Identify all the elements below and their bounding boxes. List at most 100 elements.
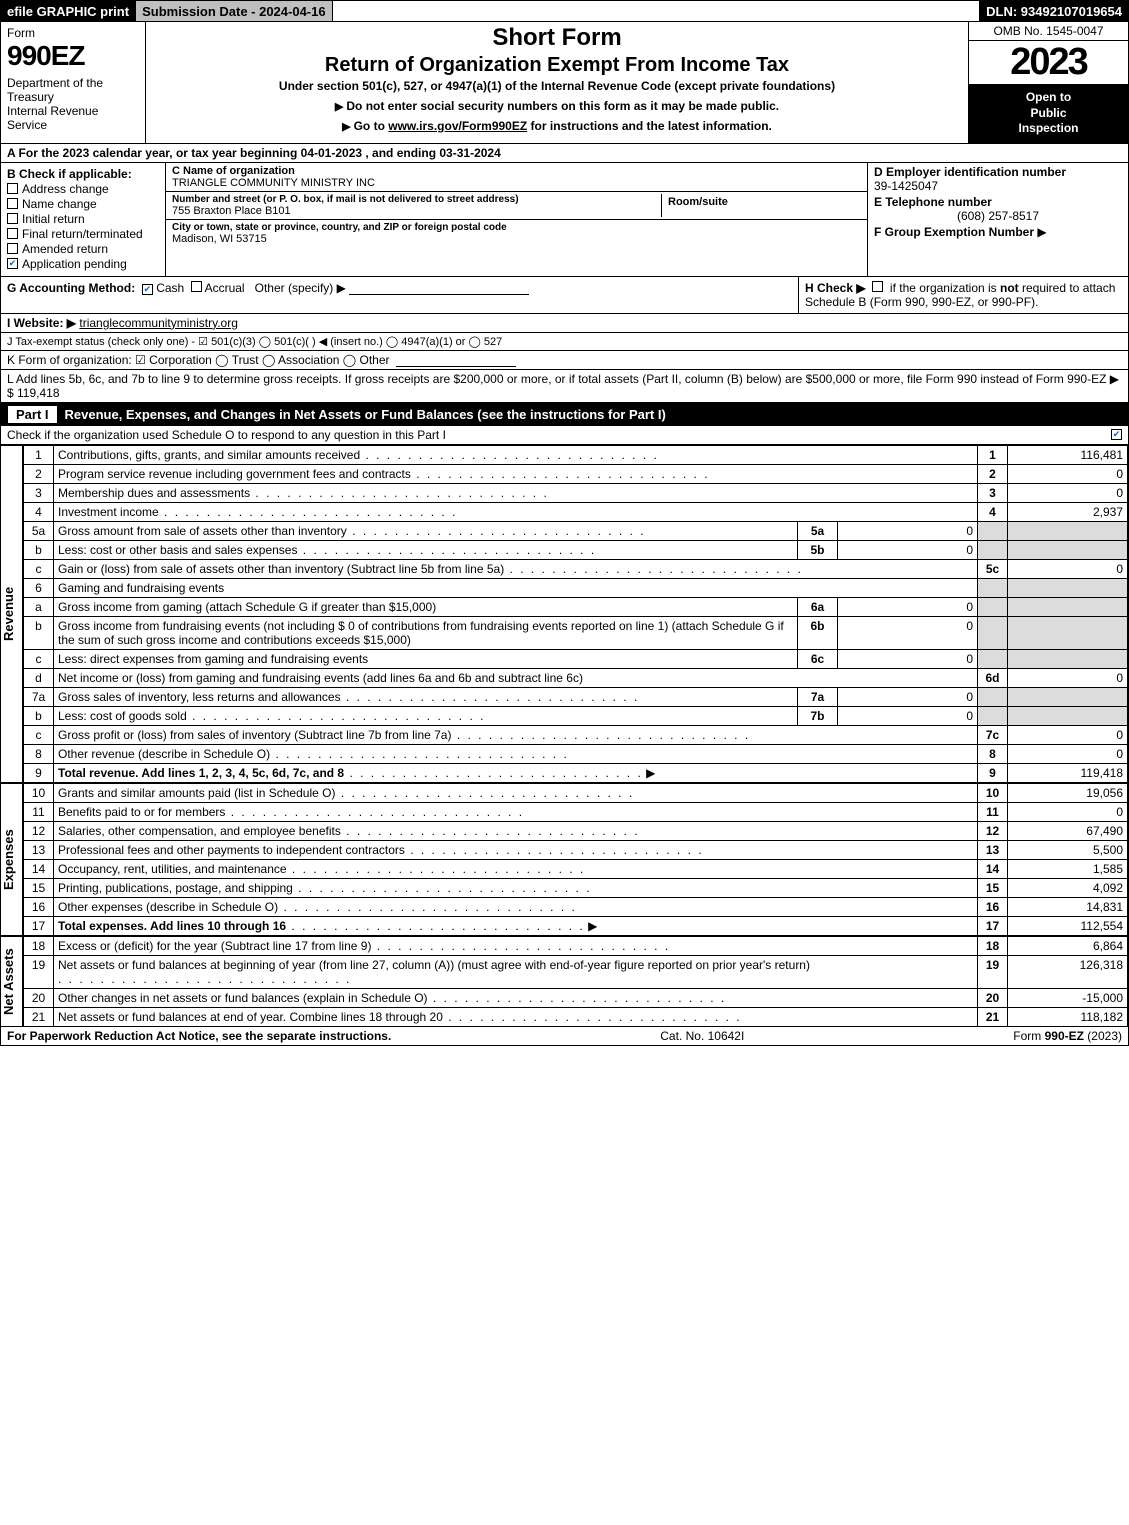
shade-cell	[1008, 578, 1128, 597]
h-label: H Check ▶	[805, 281, 866, 295]
rv: 116,481	[1008, 445, 1128, 464]
line-num: 19	[24, 955, 54, 988]
line-desc: Net income or (loss) from gaming and fun…	[58, 671, 583, 685]
line-num: b	[24, 706, 54, 725]
note1-text: Do not enter social security numbers on …	[346, 99, 779, 113]
header-left: Form 990EZ Department of the Treasury In…	[1, 22, 146, 144]
row-i-website: I Website: ▶ trianglecommunityministry.o…	[0, 314, 1129, 333]
footer-right-post: (2023)	[1084, 1029, 1122, 1043]
other-org-input[interactable]	[396, 353, 516, 367]
chk-initial-return[interactable]: Initial return	[7, 212, 159, 226]
topbar-spacer	[333, 1, 980, 21]
line-18: 18 Excess or (deficit) for the year (Sub…	[24, 936, 1128, 955]
phone-value: (608) 257-8517	[874, 209, 1122, 223]
col-b-header: B Check if applicable:	[7, 167, 159, 181]
form-number: 990EZ	[7, 40, 139, 72]
submission-date: Submission Date - 2024-04-16	[136, 1, 333, 21]
line-9: 9 Total revenue. Add lines 1, 2, 3, 4, 5…	[24, 763, 1128, 782]
other-label: Other (specify) ▶	[255, 281, 346, 295]
rv: 0	[1008, 559, 1128, 578]
tax-year: 2023	[969, 41, 1128, 84]
dots	[286, 919, 585, 933]
other-specify-input[interactable]	[349, 281, 529, 295]
org-name-row: C Name of organization TRIANGLE COMMUNIT…	[166, 163, 867, 192]
chk-name-change[interactable]: Name change	[7, 197, 159, 211]
row-k-form-org: K Form of organization: ☑ Corporation ◯ …	[0, 351, 1129, 370]
line-6b: b Gross income from fundraising events (…	[24, 616, 1128, 649]
rv: 119,418	[1008, 763, 1128, 782]
sub-val: 0	[838, 597, 978, 616]
sub-num: 6c	[798, 649, 838, 668]
footer-right-pre: Form	[1013, 1029, 1044, 1043]
chk-schedule-b[interactable]	[872, 281, 883, 292]
rn: 6d	[978, 668, 1008, 687]
rv: 0	[1008, 464, 1128, 483]
chk-final-return[interactable]: Final return/terminated	[7, 227, 159, 241]
sub-val: 0	[838, 687, 978, 706]
line-num: 8	[24, 744, 54, 763]
line-num: 6	[24, 578, 54, 597]
chk-address-change[interactable]: Address change	[7, 182, 159, 196]
line-5b: b Less: cost or other basis and sales ex…	[24, 540, 1128, 559]
ein-value: 39-1425047	[874, 179, 1122, 193]
form-header: Form 990EZ Department of the Treasury In…	[0, 22, 1129, 144]
shade-cell	[978, 649, 1008, 668]
line-num: b	[24, 540, 54, 559]
irs-link[interactable]: www.irs.gov/Form990EZ	[388, 119, 527, 133]
footer-center: Cat. No. 10642I	[660, 1029, 744, 1043]
sub-val: 0	[838, 540, 978, 559]
expenses-section: Expenses 10 Grants and similar amounts p…	[0, 783, 1129, 936]
group-exemption-section: F Group Exemption Number ▶	[874, 225, 1122, 239]
street-value: 755 Braxton Place B101	[172, 205, 661, 217]
rv: 19,056	[1008, 783, 1128, 802]
omb-number: OMB No. 1545-0047	[969, 22, 1128, 41]
chk-accrual[interactable]	[191, 281, 202, 292]
line-num: 11	[24, 802, 54, 821]
rv: 14,831	[1008, 897, 1128, 916]
line-desc: Professional fees and other payments to …	[58, 843, 405, 857]
sub-num: 6a	[798, 597, 838, 616]
line-num: 20	[24, 988, 54, 1007]
line-desc: Other expenses (describe in Schedule O)	[58, 900, 278, 914]
line-7c: c Gross profit or (loss) from sales of i…	[24, 725, 1128, 744]
line-desc: Occupancy, rent, utilities, and maintena…	[58, 862, 287, 876]
form-label: Form	[7, 26, 139, 40]
line-desc: Gross amount from sale of assets other t…	[58, 524, 347, 538]
part1-header: Part I Revenue, Expenses, and Changes in…	[0, 403, 1129, 426]
line-desc: Gross profit or (loss) from sales of inv…	[58, 728, 451, 742]
revenue-side-label: Revenue	[1, 445, 23, 783]
rv: 112,554	[1008, 916, 1128, 935]
line-desc: Net assets or fund balances at end of ye…	[58, 1010, 443, 1024]
chk-application-pending[interactable]: Application pending	[7, 257, 159, 271]
shade-cell	[1008, 687, 1128, 706]
rv: 126,318	[1008, 955, 1128, 988]
rn: 4	[978, 502, 1008, 521]
line-4: 4 Investment income 4 2,937	[24, 502, 1128, 521]
website-link[interactable]: trianglecommunityministry.org	[79, 316, 238, 330]
line-desc: Benefits paid to or for members	[58, 805, 225, 819]
chk-cash[interactable]	[142, 284, 153, 295]
line-desc: Less: cost or other basis and sales expe…	[58, 543, 297, 557]
line-2: 2 Program service revenue including gove…	[24, 464, 1128, 483]
shade-cell	[1008, 616, 1128, 649]
rv: -15,000	[1008, 988, 1128, 1007]
chk-label: Address change	[22, 182, 109, 196]
line-num: 12	[24, 821, 54, 840]
chk-label: Name change	[22, 197, 97, 211]
line-15: 15 Printing, publications, postage, and …	[24, 878, 1128, 897]
chk-schedule-o[interactable]	[1111, 429, 1122, 440]
chk-amended-return[interactable]: Amended return	[7, 242, 159, 256]
part1-check-row: Check if the organization used Schedule …	[0, 426, 1129, 445]
efile-label[interactable]: efile GRAPHIC print	[1, 1, 136, 21]
rn: 13	[978, 840, 1008, 859]
rn: 18	[978, 936, 1008, 955]
chk-label: Application pending	[22, 257, 127, 271]
rn: 16	[978, 897, 1008, 916]
rn: 9	[978, 763, 1008, 782]
line-desc: Membership dues and assessments	[58, 486, 250, 500]
row-h-schedule-b: H Check ▶ if the organization is not req…	[798, 277, 1128, 313]
part1-check-note: Check if the organization used Schedule …	[7, 428, 1099, 442]
line-16: 16 Other expenses (describe in Schedule …	[24, 897, 1128, 916]
dln-label: DLN: 93492107019654	[979, 1, 1128, 21]
line-6a: a Gross income from gaming (attach Sched…	[24, 597, 1128, 616]
